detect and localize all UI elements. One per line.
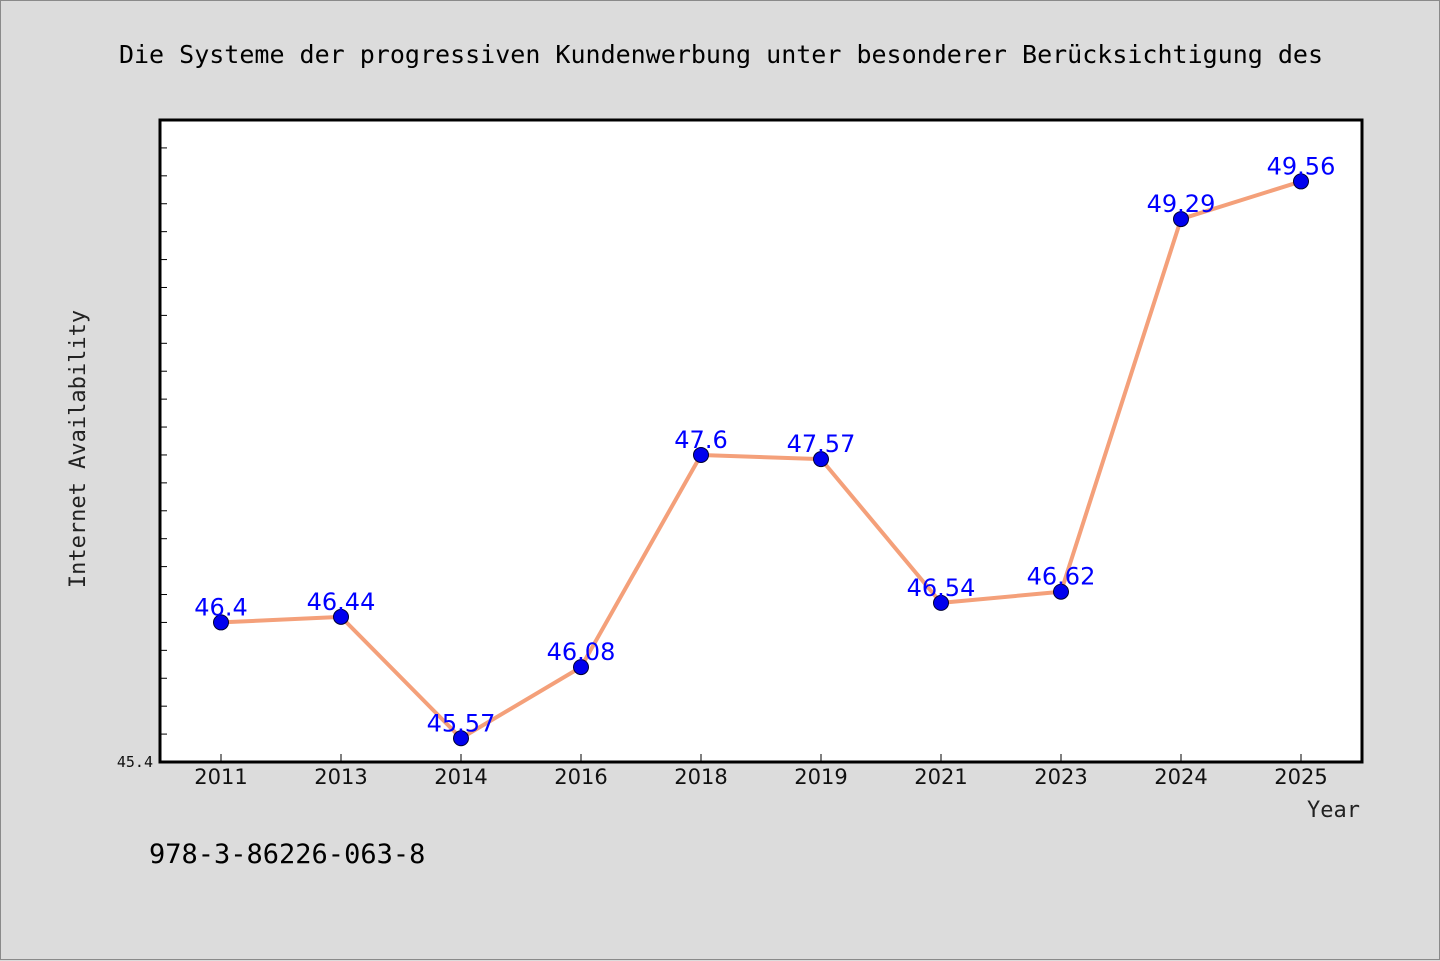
y-axis-ticks: [160, 119, 167, 763]
x-tick-label: 2019: [794, 765, 847, 789]
data-point: [1173, 211, 1189, 228]
data-label: 45.57: [427, 709, 496, 737]
x-axis-title: Year: [1307, 798, 1360, 823]
x-tick-label: 2024: [1154, 765, 1207, 789]
footnote-isbn: 978-3-86226-063-8: [149, 839, 425, 870]
x-axis-tick-labels: 2011 2013 2014 2016 2018 2019 2021 2023 2024 2025: [194, 765, 1327, 789]
x-tick-label: 2025: [1274, 765, 1327, 789]
x-tick-label: 2021: [914, 765, 967, 789]
data-point: [1053, 583, 1069, 600]
data-label: 46.44: [307, 588, 376, 616]
x-axis-ticks: [220, 754, 1302, 762]
data-label: 47.6: [674, 426, 727, 454]
data-point: [933, 594, 949, 611]
data-label: 46.08: [547, 638, 616, 666]
x-tick-label: 2011: [194, 765, 247, 789]
data-point: [573, 659, 589, 676]
series-line: [220, 179, 1302, 741]
y-axis-min-label: 45.4: [117, 753, 153, 771]
y-axis-title: Internet Availability: [66, 310, 91, 588]
data-labels: 46.4 46.44 45.57 46.08 47.6 47.57 46.54 46.62 49…: [194, 152, 1335, 737]
x-tick-label: 2013: [314, 765, 367, 789]
data-label: 49.29: [1147, 190, 1216, 218]
x-tick-label: 2014: [434, 765, 487, 789]
plot-area: [158, 118, 1364, 764]
data-markers: [213, 173, 1309, 747]
data-label: 46.62: [1027, 563, 1096, 591]
data-point: [333, 608, 349, 625]
x-tick-label: 2018: [674, 765, 727, 789]
data-point: [693, 446, 709, 463]
x-tick-label: 2023: [1034, 765, 1087, 789]
data-point: [1293, 173, 1309, 190]
data-label: 49.56: [1267, 152, 1336, 180]
chart-title: Die Systeme der progressiven Kundenwerbu…: [119, 40, 1323, 69]
data-point: [813, 451, 829, 468]
x-tick-label: 2016: [554, 765, 607, 789]
data-point: [453, 730, 469, 747]
data-label: 46.54: [907, 574, 976, 602]
data-label: 47.57: [787, 430, 856, 458]
data-point: [213, 614, 229, 631]
data-label: 46.4: [194, 593, 247, 621]
